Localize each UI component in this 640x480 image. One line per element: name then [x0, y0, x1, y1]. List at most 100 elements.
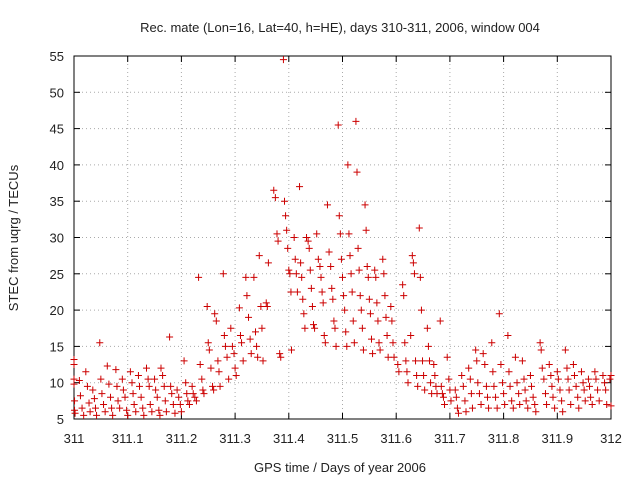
data-point: [155, 406, 163, 414]
data-point: [501, 400, 509, 408]
x-tick-label: 311.6: [380, 431, 412, 446]
data-point: [182, 379, 190, 387]
data-point: [327, 263, 335, 271]
data-point: [300, 310, 308, 318]
data-point: [231, 364, 239, 372]
data-point: [109, 411, 117, 419]
data-point: [290, 234, 298, 241]
data-point: [255, 252, 263, 260]
data-point: [387, 302, 395, 310]
data-point: [323, 201, 331, 209]
data-point: [372, 273, 380, 281]
data-points: [70, 56, 615, 419]
data-point: [136, 382, 144, 390]
data-point: [159, 371, 167, 379]
grid-lines: [74, 56, 611, 419]
data-point: [577, 368, 585, 376]
data-point: [281, 197, 289, 205]
data-point: [192, 397, 200, 405]
data-point: [317, 273, 325, 281]
data-point: [292, 270, 300, 278]
data-point: [242, 273, 250, 281]
data-point: [367, 335, 375, 343]
data-point: [299, 295, 307, 303]
data-point: [513, 379, 521, 387]
data-point: [214, 357, 222, 365]
data-point: [382, 313, 390, 321]
data-point: [246, 335, 254, 343]
data-point: [247, 350, 255, 358]
data-point: [348, 288, 356, 296]
data-point: [169, 400, 177, 408]
data-point: [112, 366, 120, 374]
data-point: [572, 382, 580, 390]
data-point: [243, 292, 251, 300]
data-point: [482, 382, 490, 390]
data-point: [364, 273, 372, 281]
x-tick-label: 311.3: [219, 431, 251, 446]
data-point: [580, 386, 588, 394]
data-point: [407, 332, 415, 340]
data-point: [371, 266, 379, 274]
x-tick-label: 311.4: [273, 431, 305, 446]
data-point: [388, 317, 396, 325]
data-point: [188, 382, 196, 390]
data-point: [412, 357, 420, 365]
data-point: [570, 371, 578, 379]
data-point: [353, 168, 361, 176]
data-point: [70, 380, 78, 388]
data-point: [124, 411, 132, 419]
data-point: [168, 390, 176, 398]
data-point: [359, 346, 367, 354]
data-point: [259, 357, 267, 365]
data-point: [431, 371, 439, 379]
data-point: [532, 408, 540, 416]
data-point: [336, 230, 344, 238]
data-point: [410, 270, 418, 278]
data-point: [252, 328, 260, 336]
data-point: [334, 121, 342, 129]
data-point: [602, 386, 610, 394]
data-point: [195, 273, 203, 281]
data-point: [204, 339, 212, 347]
data-point: [291, 255, 299, 263]
data-point: [271, 194, 279, 202]
data-point: [365, 295, 373, 303]
data-point: [423, 324, 431, 332]
data-point: [474, 379, 482, 387]
data-point: [536, 339, 544, 347]
x-tick-label: 311.1: [112, 431, 144, 446]
data-point: [263, 302, 271, 310]
data-point: [238, 339, 246, 347]
data-point: [563, 364, 571, 372]
data-point: [443, 353, 451, 361]
data-point: [416, 273, 424, 281]
data-point: [492, 393, 500, 401]
data-point: [303, 234, 311, 241]
y-axis-label: STEC from uqrg / TECUs: [6, 164, 21, 311]
y-tick-labels: 5 10 15 20 25 30 35 40 45 50 55: [50, 49, 64, 427]
data-point: [97, 375, 105, 383]
data-point: [561, 346, 569, 354]
data-point: [257, 302, 265, 310]
data-point: [363, 263, 371, 271]
data-point: [254, 353, 262, 361]
data-point: [565, 386, 573, 394]
data-point: [606, 375, 614, 383]
data-point: [376, 346, 384, 354]
data-point: [499, 379, 507, 387]
data-point: [166, 333, 174, 341]
data-point: [262, 299, 270, 307]
data-point: [319, 299, 327, 307]
y-tick-label: 45: [50, 122, 64, 137]
data-point: [270, 186, 278, 194]
data-point: [554, 375, 562, 383]
data-point: [114, 397, 122, 405]
data-point: [541, 390, 549, 398]
data-point: [130, 400, 138, 408]
data-point: [123, 406, 131, 414]
data-point: [439, 393, 447, 401]
data-point: [137, 393, 145, 401]
data-point: [107, 393, 115, 401]
